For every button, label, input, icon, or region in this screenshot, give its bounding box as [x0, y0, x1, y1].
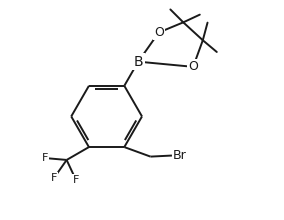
Text: F: F [51, 173, 57, 183]
Text: O: O [188, 60, 198, 73]
Text: F: F [42, 153, 48, 163]
Text: O: O [154, 26, 164, 39]
Text: B: B [133, 55, 143, 69]
Text: Br: Br [173, 149, 187, 162]
Text: F: F [73, 175, 79, 185]
